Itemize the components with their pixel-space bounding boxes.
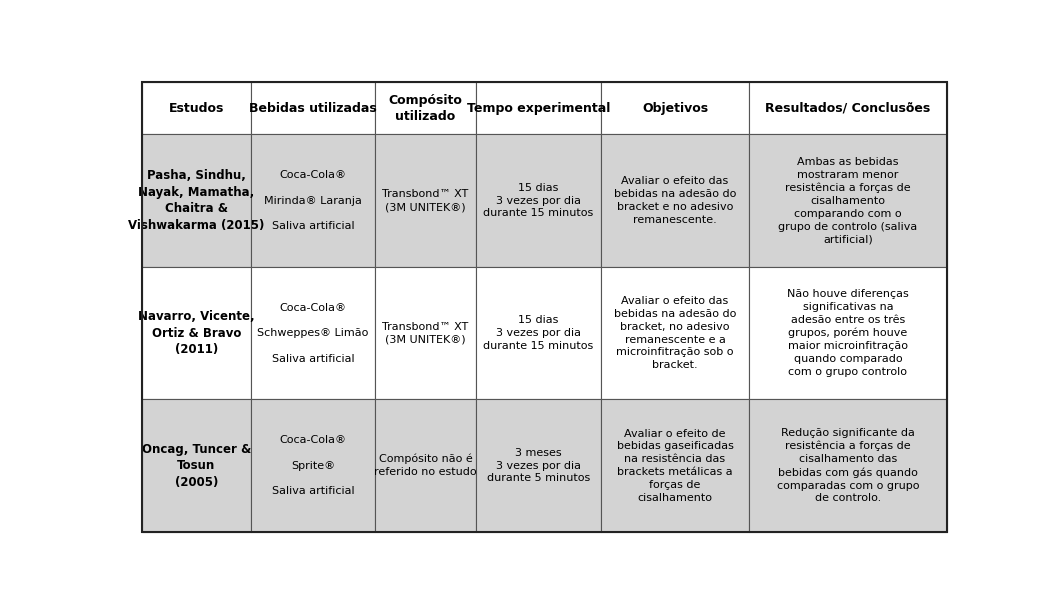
Bar bbox=[476, 134, 601, 267]
Text: Bebidas utilizadas: Bebidas utilizadas bbox=[250, 102, 377, 115]
Text: Pasha, Sindhu,
Nayak, Mamatha,
Chaitra &
Vishwakarma (2015): Pasha, Sindhu, Nayak, Mamatha, Chaitra &… bbox=[129, 170, 264, 232]
Bar bbox=[750, 82, 946, 134]
Text: Compósito
utilizado: Compósito utilizado bbox=[389, 94, 463, 123]
Bar bbox=[251, 134, 375, 267]
Bar bbox=[750, 134, 946, 267]
Bar bbox=[251, 399, 375, 532]
Text: Navarro, Vicente,
Ortiz & Bravo
(2011): Navarro, Vicente, Ortiz & Bravo (2011) bbox=[138, 310, 255, 356]
Text: Transbond™ XT
(3M UNITEK®): Transbond™ XT (3M UNITEK®) bbox=[382, 189, 468, 212]
Text: Estudos: Estudos bbox=[169, 102, 224, 115]
Text: Objetivos: Objetivos bbox=[641, 102, 708, 115]
Bar bbox=[476, 267, 601, 399]
Text: Avaliar o efeito das
bebidas na adesão do
bracket, no adesivo
remanescente e a
m: Avaliar o efeito das bebidas na adesão d… bbox=[614, 296, 736, 370]
Text: Não houve diferenças
significativas na
adesão entre os três
grupos, porém houve
: Não houve diferenças significativas na a… bbox=[787, 289, 909, 377]
Bar bbox=[375, 134, 476, 267]
Text: Oncag, Tuncer &
Tosun
(2005): Oncag, Tuncer & Tosun (2005) bbox=[141, 443, 251, 489]
Text: Coca-Cola®

Mirinda® Laranja

Saliva artificial: Coca-Cola® Mirinda® Laranja Saliva artif… bbox=[264, 170, 362, 231]
Bar bbox=[750, 267, 946, 399]
Bar bbox=[375, 267, 476, 399]
Text: 15 dias
3 vezes por dia
durante 15 minutos: 15 dias 3 vezes por dia durante 15 minut… bbox=[483, 316, 594, 351]
Bar bbox=[251, 82, 375, 134]
Text: Coca-Cola®

Sprite®

Saliva artificial: Coca-Cola® Sprite® Saliva artificial bbox=[272, 435, 355, 496]
Bar bbox=[601, 399, 750, 532]
Text: Compósito não é
referido no estudo: Compósito não é referido no estudo bbox=[374, 454, 477, 477]
Text: Ambas as bebidas
mostraram menor
resistência a forças de
cisalhamento
comparando: Ambas as bebidas mostraram menor resistê… bbox=[778, 157, 918, 244]
Text: Coca-Cola®

Schweppes® Limão

Saliva artificial: Coca-Cola® Schweppes® Limão Saliva artif… bbox=[257, 303, 369, 364]
Bar bbox=[601, 134, 750, 267]
Bar bbox=[142, 82, 251, 134]
Bar bbox=[375, 82, 476, 134]
Text: 3 meses
3 vezes por dia
durante 5 minutos: 3 meses 3 vezes por dia durante 5 minuto… bbox=[486, 448, 589, 483]
Text: Avaliar o efeito das
bebidas na adesão do
bracket e no adesivo
remanescente.: Avaliar o efeito das bebidas na adesão d… bbox=[614, 176, 736, 225]
Bar bbox=[251, 267, 375, 399]
Bar bbox=[476, 82, 601, 134]
Bar bbox=[142, 134, 251, 267]
Bar bbox=[476, 399, 601, 532]
Text: Resultados/ Conclusões: Resultados/ Conclusões bbox=[766, 102, 930, 115]
Bar bbox=[601, 267, 750, 399]
Text: Redução significante da
resistência a forças de
cisalhamento das
bebidas com gás: Redução significante da resistência a fo… bbox=[776, 428, 920, 503]
Text: Avaliar o efeito de
bebidas gaseificadas
na resistência das
brackets metálicas a: Avaliar o efeito de bebidas gaseificadas… bbox=[617, 429, 734, 503]
Bar bbox=[375, 399, 476, 532]
Bar bbox=[601, 82, 750, 134]
Text: Tempo experimental: Tempo experimental bbox=[466, 102, 610, 115]
Bar bbox=[142, 399, 251, 532]
Bar bbox=[142, 267, 251, 399]
Bar bbox=[750, 399, 946, 532]
Text: 15 dias
3 vezes por dia
durante 15 minutos: 15 dias 3 vezes por dia durante 15 minut… bbox=[483, 183, 594, 218]
Text: Transbond™ XT
(3M UNITEK®): Transbond™ XT (3M UNITEK®) bbox=[382, 322, 468, 345]
